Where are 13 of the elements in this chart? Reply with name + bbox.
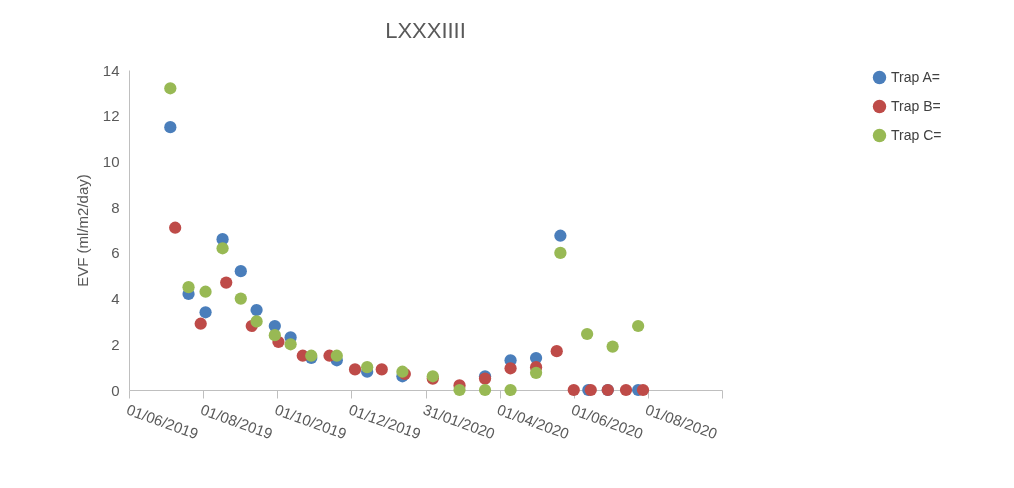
y-tick-label: 6 [111,244,120,262]
y-tick-label: 4 [111,290,120,308]
legend-label: Trap C= [891,126,942,143]
y-axis-title: EVF (ml/m2/day) [73,174,91,287]
y-tick-label: 14 [102,61,120,79]
legend-label: Trap B= [891,97,941,114]
y-tick-label: 12 [102,107,120,125]
y-tick-label: 2 [111,335,120,353]
legend-label: Trap A= [891,68,940,85]
y-tick-label: 0 [111,381,120,399]
chart-title: LXXXIIII [385,18,466,43]
y-tick-label: 8 [111,198,120,216]
y-tick-label: 10 [102,152,120,170]
